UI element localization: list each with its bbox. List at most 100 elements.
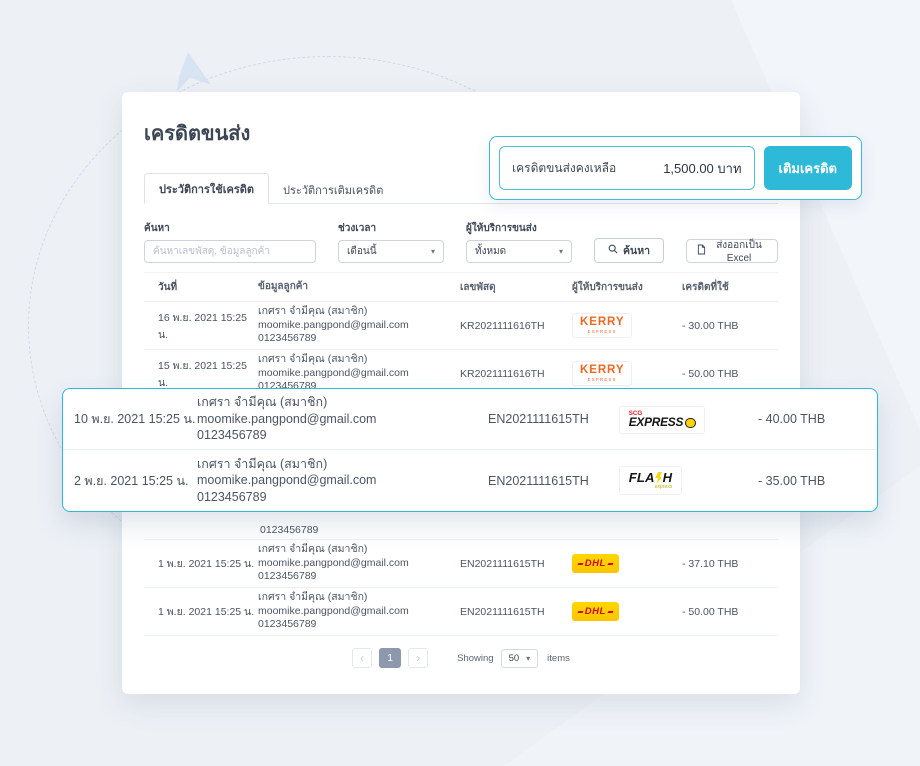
search-label: ค้นหา xyxy=(144,223,170,234)
row-credit-used: - 40.00 THB xyxy=(758,412,826,426)
tab-bar: ประวัติการใช้เครดิต ประวัติการเติมเครดิต xyxy=(144,172,778,204)
customer-name: เกศรา จำมีคุณ (สมาชิก) xyxy=(197,395,328,410)
highlighted-rows-callout: 10 พ.ย. 2021 15:25 น. เกศรา จำมีคุณ (สมา… xyxy=(62,388,878,512)
row-carrier: DHL xyxy=(572,602,682,621)
customer-phone: 0123456789 xyxy=(197,489,267,504)
row-date: 16 พ.ย. 2021 15:25 น. xyxy=(158,311,247,341)
period-label: ช่วงเวลา xyxy=(338,223,377,234)
table-rows-bottom: 1 พ.ย. 2021 15:25 น. เกศรา จำมีคุณ (สมาช… xyxy=(144,540,778,636)
row-tracking-number: EN2021111615TH xyxy=(460,605,545,618)
credit-balance-value: 1,500.00 บาท xyxy=(663,160,742,176)
tab-credit-topup-history[interactable]: ประวัติการเติมเครดิต xyxy=(283,185,384,197)
credit-balance-display: เครดิตขนส่งคงเหลือ 1,500.00 บาท xyxy=(499,146,755,190)
table-row: 10 พ.ย. 2021 15:25 น. เกศรา จำมีคุณ (สมา… xyxy=(63,389,877,450)
row-customer: เกศรา จำมีคุณ (สมาชิก) moomike.pangpond@… xyxy=(258,353,460,394)
period-group: ช่วงเวลา เดือนนี้ ▾ xyxy=(338,221,444,263)
row-tracking-number: EN2021111615TH xyxy=(488,412,589,426)
carrier-label: ผู้ให้บริการขนส่ง xyxy=(466,223,537,234)
row-carrier: KERRY EXPRESS xyxy=(572,312,682,339)
scg-logo: SCG EXPRESS xyxy=(619,405,706,435)
export-excel-label: ส่งออกเป็น Excel xyxy=(716,240,762,264)
row-tracking-number: KR2021111616TH xyxy=(460,319,545,332)
prev-page-button[interactable]: ‹ xyxy=(352,648,373,668)
row-date: 1 พ.ย. 2021 15:25 น. xyxy=(158,558,255,570)
dhl-logo: DHL xyxy=(572,554,619,573)
customer-phone: 0123456789 xyxy=(197,428,267,443)
row-carrier: DHL xyxy=(572,554,682,573)
row-date: 1 พ.ย. 2021 15:25 น. xyxy=(158,606,255,618)
table-row: 2 พ.ย. 2021 15:25 น. เกศรา จำมีคุณ (สมาช… xyxy=(63,450,877,511)
dhl-logo: DHL xyxy=(572,602,619,621)
row-customer: เกศรา จำมีคุณ (สมาชิก) moomike.pangpond@… xyxy=(197,394,488,444)
customer-email: moomike.pangpond@gmail.com xyxy=(258,556,409,569)
customer-name: เกศรา จำมีคุณ (สมาชิก) xyxy=(197,456,328,471)
row-customer: เกศรา จำมีคุณ (สมาชิก) moomike.pangpond@… xyxy=(197,456,488,506)
chevron-down-icon: ▾ xyxy=(526,653,531,663)
period-select[interactable]: เดือนนี้ ▾ xyxy=(338,240,444,263)
export-excel-button[interactable]: ส่งออกเป็น Excel xyxy=(686,239,778,264)
tab-credit-usage-history[interactable]: ประวัติการใช้เครดิต xyxy=(144,173,270,204)
items-label: items xyxy=(547,652,570,664)
callout-rows: 10 พ.ย. 2021 15:25 น. เกศรา จำมีคุณ (สมา… xyxy=(63,389,877,511)
hidden-row-remnant: 0123456789 xyxy=(260,524,319,536)
row-tracking-number: KR2021111616TH xyxy=(460,367,545,380)
header-credit-used: เครดิตที่ใช้ xyxy=(682,282,729,293)
customer-name: เกศรา จำมีคุณ (สมาชิก) xyxy=(258,591,368,604)
customer-phone: 0123456789 xyxy=(258,618,317,631)
row-credit-used: - 30.00 THB xyxy=(682,319,739,332)
row-customer: เกศรา จำมีคุณ (สมาชิก) moomike.pangpond@… xyxy=(258,543,460,584)
row-tracking-number: EN2021111615TH xyxy=(488,473,589,488)
row-tracking-number: EN2021111615TH xyxy=(460,557,545,570)
table-row: 1 พ.ย. 2021 15:25 น. เกศรา จำมีคุณ (สมาช… xyxy=(144,588,778,636)
search-group: ค้นหา xyxy=(144,221,316,263)
row-carrier: SCG EXPRESS xyxy=(619,404,758,435)
customer-email: moomike.pangpond@gmail.com xyxy=(258,604,409,617)
table-row: 1 พ.ย. 2021 15:25 น. เกศรา จำมีคุณ (สมาช… xyxy=(144,540,778,588)
row-customer: เกศรา จำมีคุณ (สมาชิก) moomike.pangpond@… xyxy=(258,591,460,632)
customer-name: เกศรา จำมีคุณ (สมาชิก) xyxy=(258,305,368,318)
next-page-button[interactable]: › xyxy=(408,648,429,668)
search-icon xyxy=(608,244,618,257)
row-carrier: KERRY EXPRESS xyxy=(572,360,682,387)
customer-email: moomike.pangpond@gmail.com xyxy=(258,318,409,331)
pagination: ‹ 1 › Showing 50 ▾ items xyxy=(144,648,778,668)
carrier-select[interactable]: ทั้งหมด ▾ xyxy=(466,240,572,263)
search-input[interactable] xyxy=(144,240,316,263)
rows-covered-by-callout: 0123456789 xyxy=(144,398,778,540)
chevron-down-icon: ▾ xyxy=(558,247,563,256)
per-page-select[interactable]: 50 ▾ xyxy=(500,648,539,668)
table-rows-top: 16 พ.ย. 2021 15:25 น. เกศรา จำมีคุณ (สมา… xyxy=(144,302,778,398)
credit-balance-box: เครดิตขนส่งคงเหลือ 1,500.00 บาท เติมเครด… xyxy=(489,136,862,200)
period-select-value: เดือนนี้ xyxy=(347,246,377,257)
row-credit-used: - 50.00 THB xyxy=(682,367,739,380)
kerry-logo: KERRY EXPRESS xyxy=(572,312,633,339)
row-date: 2 พ.ย. 2021 15:25 น. xyxy=(74,473,189,488)
document-icon xyxy=(697,244,706,258)
showing-label: Showing xyxy=(457,652,494,664)
search-button[interactable]: ค้นหา xyxy=(594,238,665,263)
header-carrier: ผู้ให้บริการขนส่ง xyxy=(572,282,643,293)
credit-usage-table: วันที่ ข้อมูลลูกค้า เลขพัสดุ ผู้ให้บริกา… xyxy=(144,272,778,636)
header-date: วันที่ xyxy=(158,282,178,293)
row-credit-used: - 37.10 THB xyxy=(682,557,739,570)
header-customer: ข้อมูลลูกค้า xyxy=(258,281,309,292)
customer-phone: 0123456789 xyxy=(258,332,317,345)
row-credit-used: - 35.00 THB xyxy=(758,473,826,488)
table-row: 15 พ.ย. 2021 15:25 น. เกศรา จำมีคุณ (สมา… xyxy=(144,350,778,398)
topup-credit-button[interactable]: เติมเครดิต xyxy=(763,146,852,190)
customer-name: เกศรา จำมีคุณ (สมาชิก) xyxy=(258,353,368,366)
customer-email: moomike.pangpond@gmail.com xyxy=(258,366,409,379)
page-number-button[interactable]: 1 xyxy=(379,648,402,668)
kerry-logo: KERRY EXPRESS xyxy=(572,360,633,387)
page-title: เครดิตขนส่ง xyxy=(144,123,251,145)
customer-email: moomike.pangpond@gmail.com xyxy=(197,411,377,426)
customer-name: เกศรา จำมีคุณ (สมาชิก) xyxy=(258,543,368,556)
per-page-value: 50 xyxy=(508,652,520,664)
header-tracking: เลขพัสดุ xyxy=(460,282,496,293)
table-row: 16 พ.ย. 2021 15:25 น. เกศรา จำมีคุณ (สมา… xyxy=(144,302,778,350)
search-button-label: ค้นหา xyxy=(623,245,651,257)
row-date: 10 พ.ย. 2021 15:25 น. xyxy=(74,412,196,426)
row-customer: เกศรา จำมีคุณ (สมาชิก) moomike.pangpond@… xyxy=(258,305,460,346)
